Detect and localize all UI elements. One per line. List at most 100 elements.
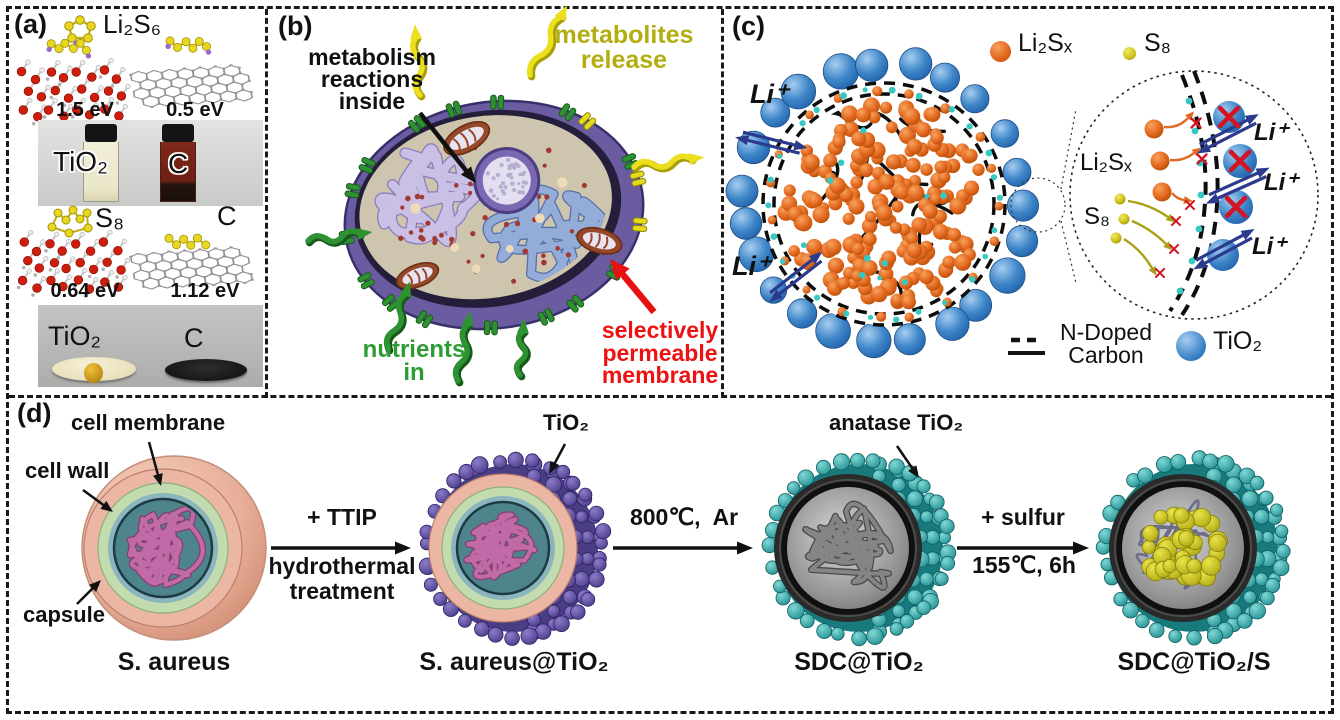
panel-a: (a) Li₂S₆ 1.5 eV 0.5 eV TiO₂ C [9, 9, 265, 395]
callout-cell-membrane: cell membrane [71, 410, 226, 435]
inset-s8-label: S₈ [1084, 203, 1110, 230]
teal-dopant-dots [800, 127, 947, 286]
polysulfide-adsorption-photo: TiO₂ C [38, 120, 263, 206]
synthesis-scheme [76, 441, 1291, 647]
capsule-pointer [76, 580, 101, 605]
callout-capsule: capsule [23, 602, 105, 627]
vial-liquid-dark [160, 142, 196, 202]
binding-energy-tio2-s8: 0.64 eV [50, 280, 120, 302]
li-ion-label: Li⁺ [750, 79, 789, 109]
vial-tio2 [83, 124, 119, 202]
metabolite-arrow-out [409, 24, 428, 101]
anatase-bump-ring [1095, 450, 1291, 646]
binding-energy-c-li2s6: 0.5 eV [166, 99, 224, 121]
arrow1-reagent: + TTIP [307, 504, 377, 530]
arrow1-conditions: hydrothermal treatment [268, 553, 416, 605]
disc-label-tio2: TiO₂ [48, 321, 101, 351]
legend-ndc-lines [1008, 337, 1045, 355]
legend-tio2-ball [1176, 331, 1206, 361]
vial-cap [85, 124, 117, 142]
binding-energy-tio2-li2s6: 1.5 eV [56, 99, 114, 121]
cell-body [338, 94, 648, 336]
carbon-tangle [802, 500, 894, 591]
inset-li-ion-label: Li⁺ [1264, 169, 1298, 196]
legend-li2sx-ball [990, 41, 1011, 62]
li2s6-binding-models [16, 36, 253, 126]
mitochondrion [395, 262, 440, 290]
step-arrow-2 [613, 541, 753, 555]
binding-energy-c-s8: 1.12 eV [170, 280, 240, 302]
metabolite-arrow-out [631, 153, 705, 173]
nutrients-annotation: nutrients in [362, 336, 466, 386]
vesicle-dots [410, 177, 568, 274]
electrode-discs-photo: TiO₂ C [38, 305, 263, 387]
membrane-pointer-arrow [610, 259, 657, 315]
li-ion-label: Li⁺ [732, 251, 771, 281]
callout-tio2: TiO₂ [543, 410, 590, 435]
adsorbed-s8-on-carbon [164, 233, 211, 250]
vial-label-c: C [168, 148, 189, 179]
blocked-s8-arrow [1131, 219, 1173, 251]
li2s6-title: Li₂S₆ [103, 9, 162, 39]
metabolism-pointer-arrow [418, 111, 476, 183]
inset-membrane-line2 [1180, 70, 1220, 317]
sphere-sdc-tio2 [761, 452, 957, 647]
nucleus-speckle [485, 157, 529, 201]
vial-cap [162, 124, 194, 142]
arrow3-reagent: + sulfur [981, 504, 1065, 530]
callout-anatase-tio2: anatase TiO₂ [829, 410, 964, 435]
inset-li-ion-label: Li⁺ [1252, 233, 1286, 260]
legend-s8-label: S₈ [1144, 29, 1172, 57]
sphere-sdc-tio2-s [1095, 450, 1291, 646]
dna-tangle [463, 511, 538, 581]
step2-name: S. aureus@TiO₂ [419, 648, 609, 676]
figure-border: (a) Li₂S₆ 1.5 eV 0.5 eV TiO₂ C [6, 5, 1334, 714]
graphene-model [128, 64, 253, 109]
adsorbed-li2s6-on-carbon [165, 36, 212, 55]
mitochondrion [443, 120, 491, 156]
cell-wall-pointer [82, 488, 113, 512]
c-title: C [217, 201, 237, 231]
divider-b-c [721, 9, 724, 398]
s8-molecule-icon [47, 205, 93, 238]
zoom-source-circle [1010, 177, 1066, 233]
tio2-crystal-model [16, 57, 131, 126]
inset-li2sx-label: Li₂Sₓ [1080, 149, 1132, 176]
disc-label-c: C [184, 323, 204, 353]
divider-top-d [9, 395, 1331, 398]
metabolite-arrow-out [527, 5, 568, 81]
metabolism-annotation: metabolism reactions inside [308, 44, 436, 114]
arrow2-conditions: 800℃, Ar [629, 504, 739, 530]
legend-tio2-label: TiO₂ [1213, 327, 1263, 355]
panel-d-label: (d) [17, 398, 52, 428]
sulfur-balls [1141, 506, 1228, 587]
polysulfide-blocking-schematic [725, 47, 1319, 359]
panel-c: (c) Li₂Sₓ S₈ Li⁺ Li⁺ Li₂Sₓ S₈ Li⁺ Li⁺ Li… [724, 9, 1331, 395]
tio2-shell-balls [725, 47, 1039, 359]
nutrient-arrow-in [513, 318, 531, 381]
vial-liquid-clear [83, 142, 119, 202]
tio2-crystal-model [16, 229, 131, 298]
endoplasmic-reticulum [374, 143, 486, 248]
anatase-bump-ring [761, 452, 957, 647]
inset-li-ion-label: Li⁺ [1254, 119, 1288, 146]
tubule-network [482, 184, 613, 283]
anatase-pointer [895, 445, 919, 478]
divider-a-b [265, 9, 268, 398]
vial-label-tio2: TiO₂ [53, 146, 108, 177]
sphere-s-aureus-tio2 [418, 451, 612, 646]
carbon-disc [165, 359, 247, 381]
tio2-coat-pointer [549, 443, 567, 474]
cell-membrane-pointer [147, 441, 163, 486]
li2s6-molecule-icon [64, 15, 96, 46]
blocked-s8-arrow [1123, 237, 1157, 276]
step-arrow-3 [957, 541, 1089, 555]
legend-s8-ball [1123, 47, 1136, 60]
membrane-teal-beads [765, 86, 1003, 323]
blocked-li2sx-arrow [1169, 147, 1202, 162]
li2sx-filling [777, 97, 985, 310]
panel-d: (d) cell membrane cell wall capsule TiO₂… [9, 398, 1331, 711]
inset-li2sx-balls [1144, 119, 1172, 202]
callout-cell-wall: cell wall [25, 458, 110, 483]
